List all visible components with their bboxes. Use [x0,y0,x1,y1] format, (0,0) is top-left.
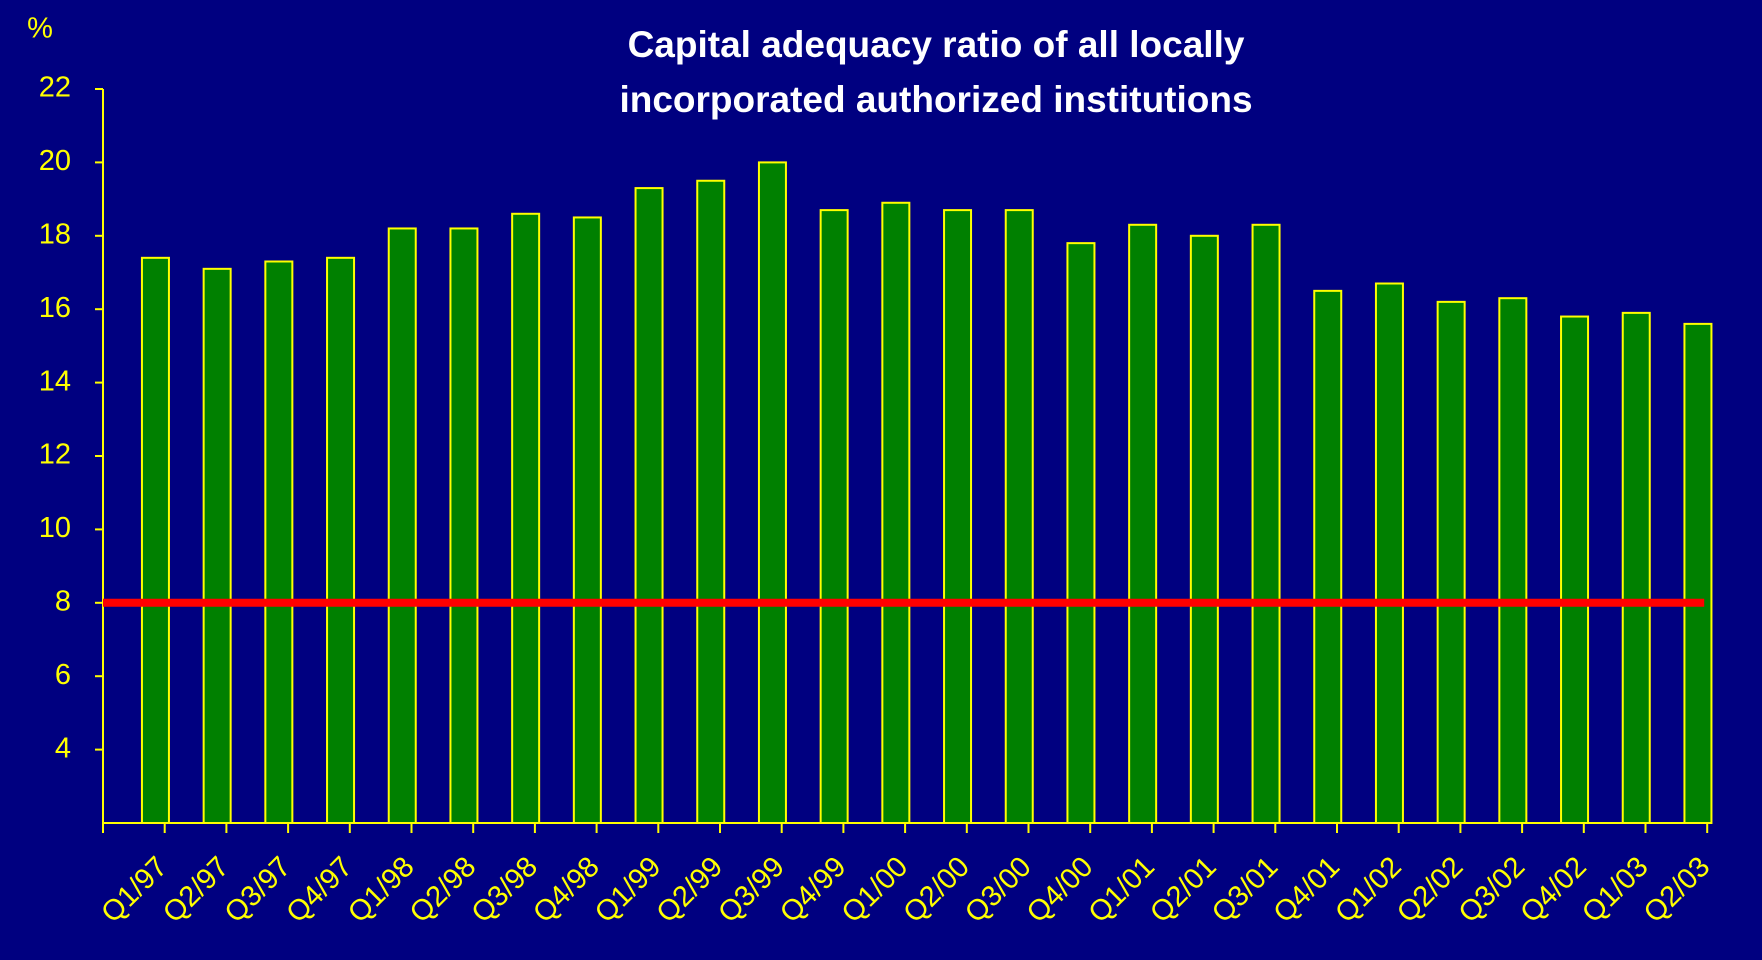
y-tick-label: 18 [39,218,71,250]
y-tick-label: 20 [39,145,71,177]
bar [1004,209,1034,825]
bar [387,227,417,824]
bar [511,212,541,824]
bar [1313,289,1343,825]
y-tick-label: 6 [55,659,71,691]
y-tick-label: 22 [39,72,71,104]
bar [943,209,973,825]
y-tick-label: 4 [55,732,71,764]
bar [757,161,787,824]
y-tick-label: 14 [39,365,71,397]
bar [1251,223,1281,825]
bar [634,187,664,824]
bar [1498,297,1528,824]
y-tick-label: 16 [39,292,71,324]
bar [1374,282,1404,824]
y-axis-label: % [27,13,53,45]
bar [326,256,356,824]
y-tick-label: 10 [39,512,71,544]
bar [264,260,294,824]
chart-title: Capital adequacy ratio of all locally [628,24,1245,65]
bar [572,216,602,824]
bar [1066,242,1096,824]
bar [1560,315,1590,824]
bar [696,179,726,824]
bar [881,201,911,824]
bar [1683,322,1713,824]
bar [1621,311,1651,824]
bar [819,209,849,825]
bar [1436,300,1466,824]
y-tick-label: 12 [39,439,71,471]
bar [1128,223,1158,825]
bar [140,256,170,824]
bar [202,267,232,824]
bar [1189,234,1219,825]
y-tick-label: 8 [55,585,71,617]
chart-title: incorporated authorized institutions [619,79,1252,120]
bar [449,227,479,824]
